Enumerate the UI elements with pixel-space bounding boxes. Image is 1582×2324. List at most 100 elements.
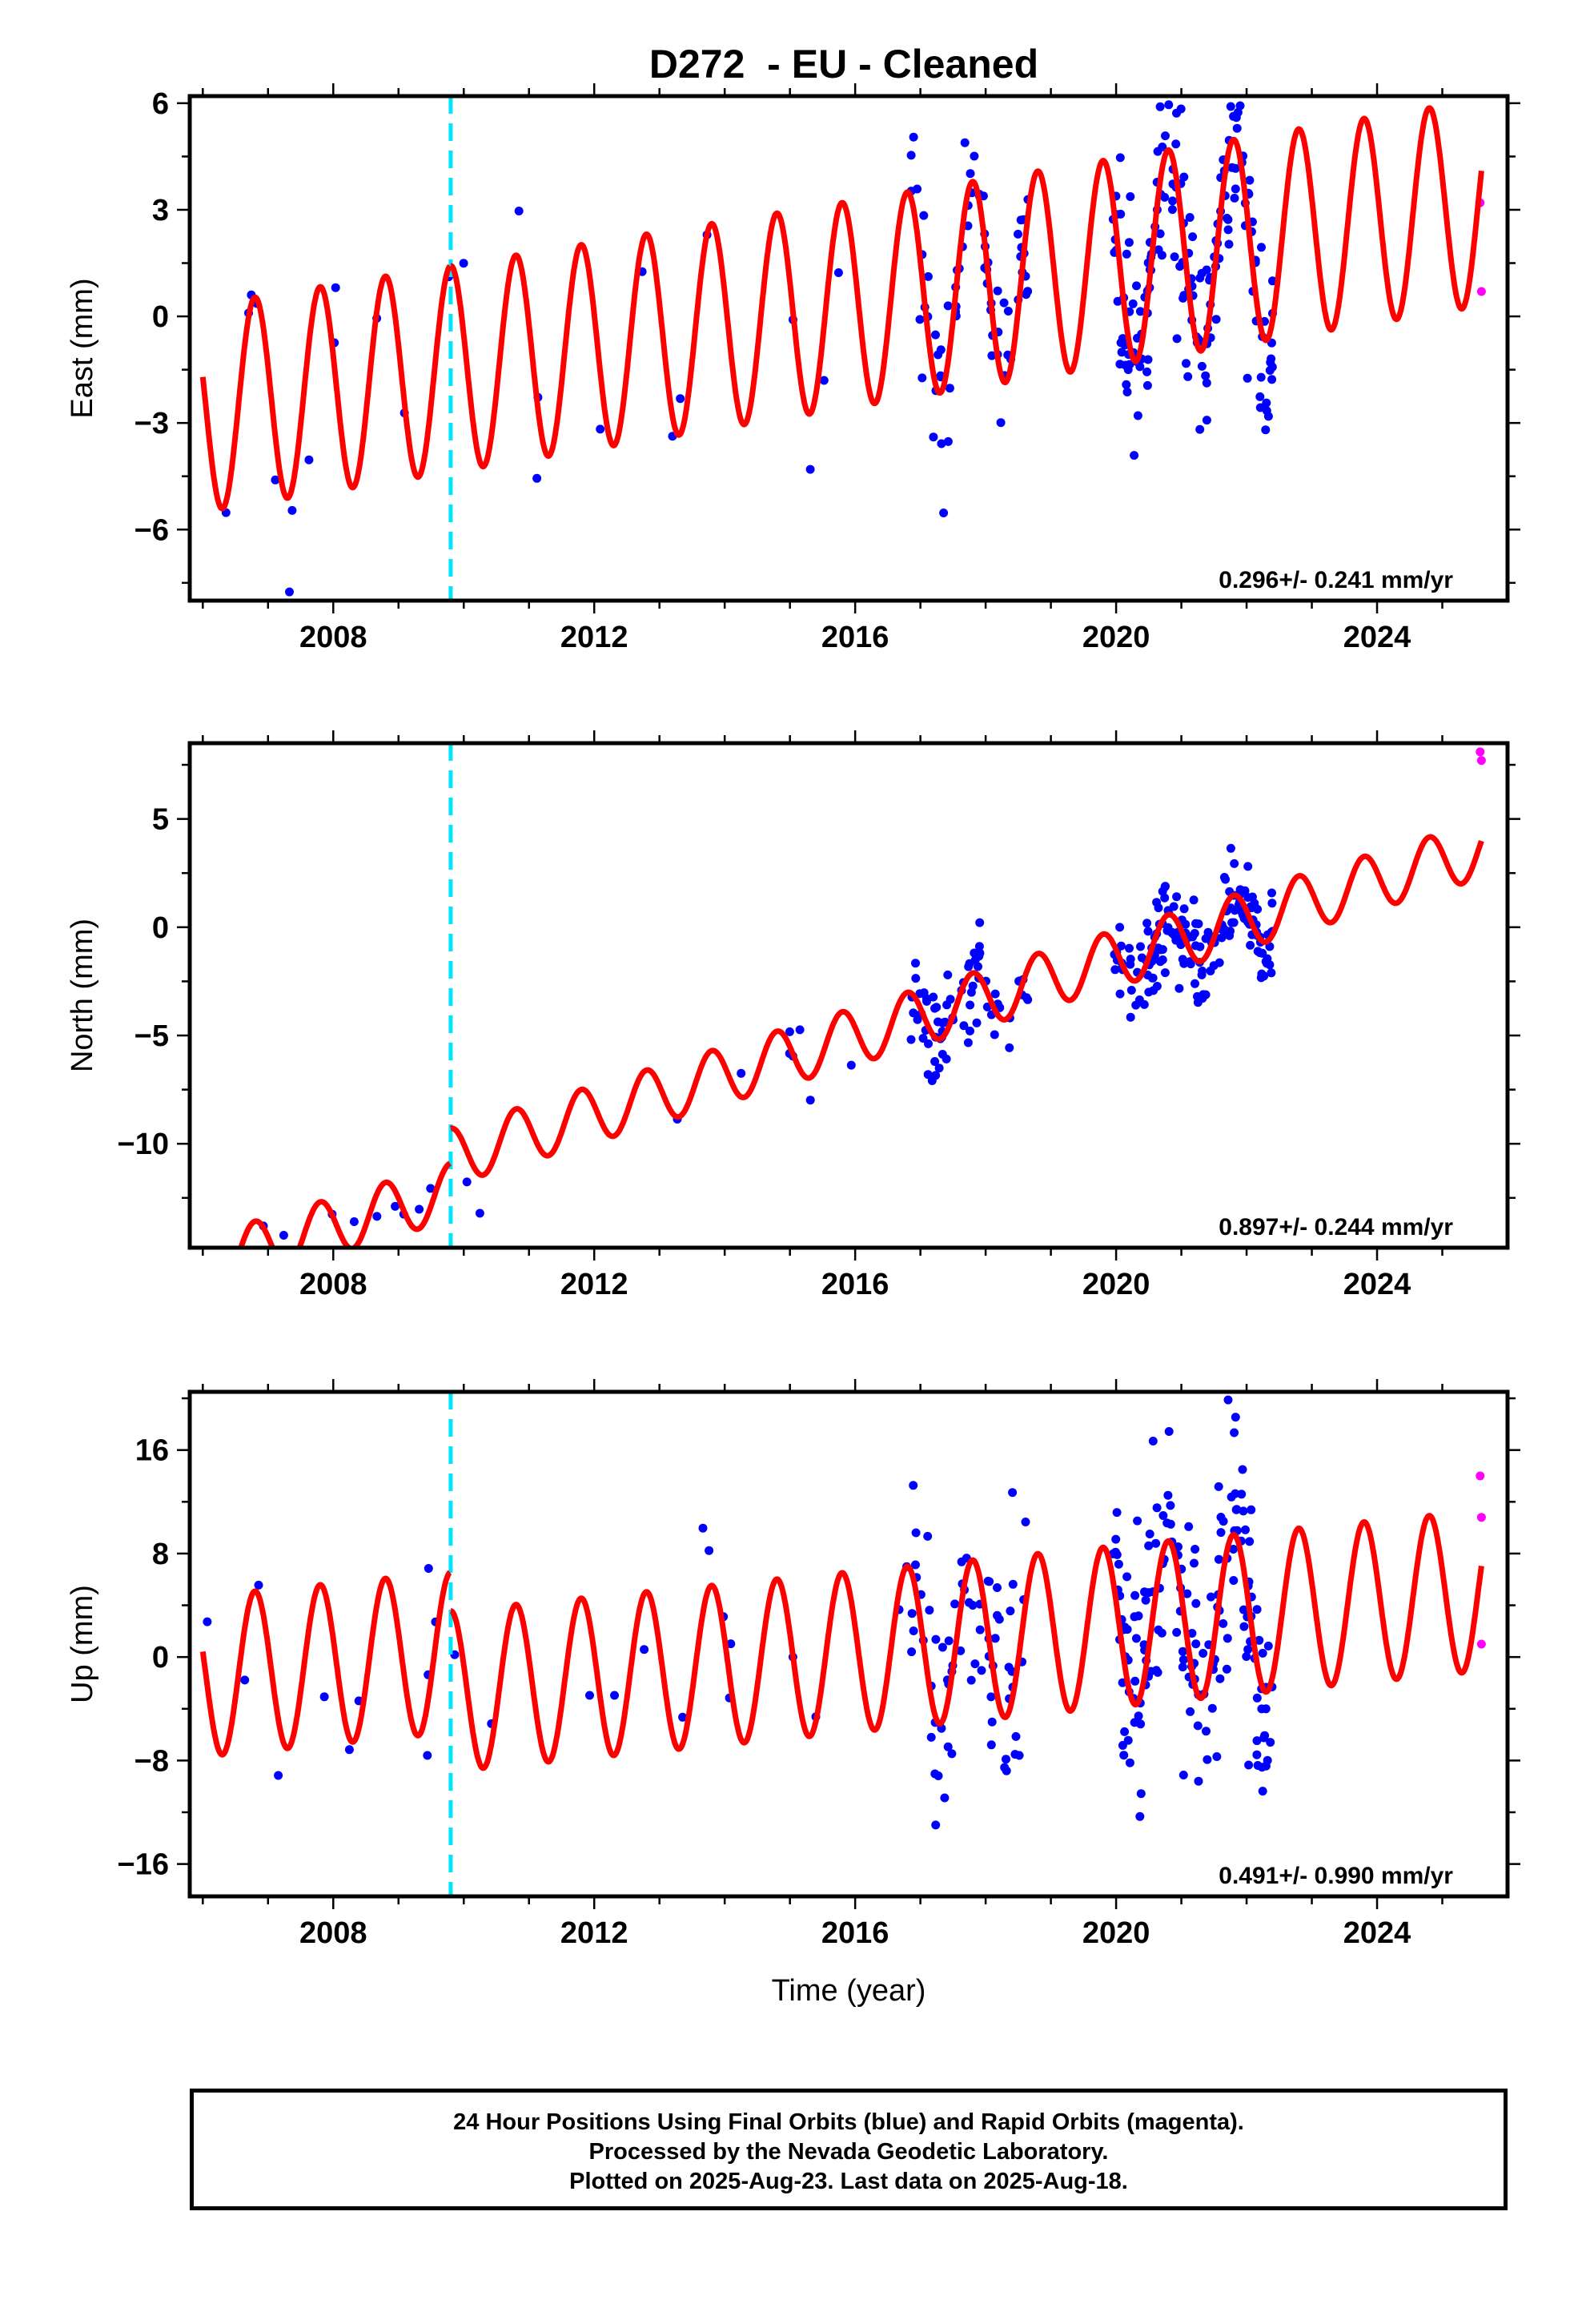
final-point — [1160, 893, 1170, 903]
final-point — [1133, 1516, 1142, 1526]
final-point — [943, 970, 953, 979]
x-tick-label: 2012 — [560, 1268, 628, 1301]
final-point — [1226, 102, 1235, 111]
final-point — [287, 505, 297, 515]
y-tick-label: 0 — [152, 1641, 169, 1675]
final-point — [1119, 1751, 1129, 1760]
rapid-point — [1476, 1471, 1485, 1481]
final-point — [1239, 1506, 1248, 1516]
final-point — [1178, 1647, 1187, 1656]
final-point — [1144, 1541, 1154, 1550]
final-point — [1241, 1525, 1250, 1534]
y-tick-label: −10 — [118, 1128, 169, 1161]
final-point — [274, 1771, 283, 1780]
final-point — [282, 1273, 291, 1282]
final-point — [1226, 843, 1235, 853]
final-point — [963, 1038, 973, 1047]
final-point — [913, 1015, 922, 1024]
final-point — [1155, 102, 1165, 111]
final-point — [986, 1740, 996, 1750]
final-point — [1267, 888, 1276, 898]
final-point — [1263, 412, 1273, 421]
final-point — [1162, 926, 1172, 935]
final-point — [974, 951, 984, 961]
final-point — [931, 330, 940, 340]
final-point — [1158, 1511, 1168, 1520]
footer-info-box: 24 Hour Positions Using Final Orbits (bl… — [190, 2089, 1508, 2210]
final-point — [1201, 371, 1211, 380]
x-tick-label: 2008 — [299, 1916, 367, 1950]
final-point — [1160, 192, 1170, 202]
final-point — [1155, 229, 1165, 239]
final-point — [923, 271, 933, 281]
final-point — [1186, 1707, 1195, 1716]
final-point — [966, 1026, 974, 1035]
final-point — [1255, 403, 1265, 412]
final-point — [966, 1000, 975, 1010]
final-point — [1172, 334, 1182, 344]
final-orbit-points — [203, 1395, 1277, 1830]
final-point — [1112, 1508, 1122, 1518]
plot-area — [238, 743, 1486, 1282]
final-point — [906, 151, 916, 160]
final-point — [1226, 903, 1235, 913]
final-point — [987, 1717, 997, 1727]
y-tick-label: 0 — [152, 300, 169, 334]
final-point — [924, 1039, 933, 1048]
final-point — [1191, 979, 1199, 988]
footer-line-2: Processed by the Nevada Geodetic Laborat… — [588, 2139, 1109, 2165]
final-point — [1232, 1505, 1242, 1514]
final-point — [1227, 1492, 1236, 1502]
final-point — [1172, 1627, 1182, 1637]
final-point — [1252, 1750, 1262, 1759]
final-point — [1217, 933, 1227, 943]
final-point — [424, 1564, 433, 1573]
final-point — [994, 1614, 1004, 1624]
footer-line-3: Plotted on 2025-Aug-23. Last data on 202… — [569, 2169, 1128, 2194]
model-curve — [448, 1513, 1484, 1771]
final-point — [923, 1070, 933, 1080]
final-point — [1197, 268, 1207, 278]
final-point — [1169, 902, 1178, 911]
final-point — [1255, 392, 1265, 401]
final-point — [990, 989, 1000, 999]
final-point — [1252, 1693, 1262, 1703]
final-point — [1162, 1518, 1172, 1528]
final-point — [1257, 243, 1266, 252]
final-point — [1163, 1490, 1173, 1500]
plot-area — [199, 96, 1486, 601]
final-point — [1136, 1789, 1146, 1799]
final-point — [1231, 184, 1240, 194]
final-point — [423, 1751, 432, 1760]
final-point — [1179, 172, 1189, 182]
final-point — [913, 184, 922, 194]
final-point — [974, 962, 982, 971]
final-point — [1134, 1611, 1143, 1621]
final-point — [1125, 1758, 1134, 1767]
final-point — [1161, 131, 1170, 141]
final-point — [1245, 175, 1255, 185]
final-point — [1142, 380, 1152, 390]
y-tick-label: 3 — [152, 194, 169, 227]
final-point — [349, 1217, 359, 1226]
final-point — [1133, 411, 1142, 420]
final-point — [240, 1675, 250, 1685]
final-point — [1225, 931, 1235, 940]
final-point — [1229, 1545, 1239, 1554]
x-tick-label: 2016 — [821, 1916, 889, 1950]
final-point — [1172, 892, 1182, 902]
final-point — [1216, 1528, 1226, 1538]
final-point — [907, 1647, 917, 1657]
final-point — [1175, 262, 1185, 271]
rapid-point — [1476, 287, 1486, 296]
y-tick-label: 5 — [152, 803, 169, 837]
final-point — [1223, 1395, 1233, 1405]
y-tick-label: −6 — [135, 513, 169, 547]
final-point — [945, 384, 954, 393]
final-point — [726, 1639, 736, 1649]
final-point — [947, 1749, 957, 1759]
final-point — [917, 373, 927, 383]
final-point — [1181, 919, 1191, 929]
final-point — [676, 394, 685, 404]
